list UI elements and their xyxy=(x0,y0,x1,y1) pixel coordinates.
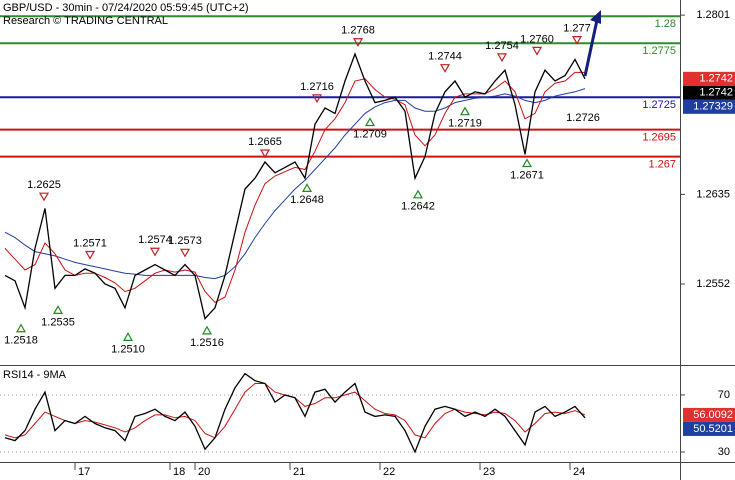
trough-marker xyxy=(521,158,533,168)
trough-label: 1.2648 xyxy=(290,194,324,206)
forecast-arrow xyxy=(583,19,599,77)
peak-label: 1.2716 xyxy=(300,81,334,93)
forecast-arrowhead xyxy=(590,10,601,24)
trough-marker xyxy=(412,189,424,199)
peak-label: 1.2571 xyxy=(73,237,107,249)
peak-marker xyxy=(259,149,271,159)
peak-marker xyxy=(149,247,161,257)
level-label: 1.267 xyxy=(648,158,676,170)
trough-marker xyxy=(364,117,376,127)
x-tick-label: 23 xyxy=(483,466,495,478)
value-tag-label: 1.2742 xyxy=(699,73,733,85)
y-tick-label: 70 xyxy=(718,389,730,401)
x-tick-label: 18 xyxy=(173,466,185,478)
level-label: 1.2775 xyxy=(642,45,676,57)
peak-label: 1.2768 xyxy=(341,25,375,37)
level-label: 1.28 xyxy=(655,18,676,30)
peak-label: 1.2573 xyxy=(168,235,202,247)
x-tick-label: 22 xyxy=(383,466,395,478)
value-tag xyxy=(683,71,735,86)
peak-label: 1.2754 xyxy=(485,40,519,52)
trough-marker xyxy=(201,325,213,335)
trough-marker xyxy=(15,323,27,333)
peak-marker xyxy=(38,192,50,202)
x-tick-label: 24 xyxy=(573,466,585,478)
value-tag-label: 1.2742 xyxy=(699,87,733,99)
chart-title: GBP/USD - 30min - 07/24/2020 05:59:45 (U… xyxy=(3,2,248,14)
peak-label: 1.2760 xyxy=(520,33,554,45)
peak-label: 1.2625 xyxy=(27,179,61,191)
trough-label: 1.2518 xyxy=(4,335,38,347)
peak-marker xyxy=(531,46,543,56)
series-line xyxy=(4,52,586,320)
x-tick-label: 20 xyxy=(198,466,210,478)
peak-marker xyxy=(84,250,96,260)
level-label: 1.2695 xyxy=(642,131,676,143)
trough-label: 1.2642 xyxy=(401,201,435,213)
trough-marker xyxy=(122,332,134,341)
value-tag xyxy=(683,407,735,422)
price-label: 1.2726 xyxy=(566,112,600,124)
y-tick-label: 1.2801 xyxy=(696,9,730,21)
y-tick-label: 1.2552 xyxy=(696,278,730,290)
chart-subtitle: Research © TRADING CENTRAL xyxy=(3,15,168,27)
peak-label: 1.277 xyxy=(563,23,591,35)
x-tick-label: 17 xyxy=(78,466,90,478)
trough-marker xyxy=(301,183,313,192)
trough-label: 1.2671 xyxy=(510,169,544,181)
y-tick-label: 30 xyxy=(718,446,730,458)
value-tag xyxy=(683,99,735,114)
peak-marker xyxy=(352,38,364,47)
value-tag xyxy=(683,85,735,100)
peak-label: 1.2665 xyxy=(248,136,282,148)
trough-marker xyxy=(52,305,64,314)
trough-label: 1.2719 xyxy=(448,118,482,130)
peak-label: 1.2744 xyxy=(428,51,462,63)
x-tick-label: 21 xyxy=(293,466,305,478)
series-line xyxy=(4,71,585,304)
value-tag-label: 50.5201 xyxy=(693,423,733,435)
trough-label: 1.2709 xyxy=(353,128,387,140)
rsi-title: RSI14 - 9MA xyxy=(3,369,67,381)
series-line xyxy=(4,88,586,280)
peak-marker xyxy=(179,248,191,258)
plot-layer: 1.2801 1.2635 1.2552 1.28 1.2775 1.2725 1.2695… xyxy=(0,9,735,478)
peak-label: 1.2574 xyxy=(138,234,172,246)
peak-marker xyxy=(571,35,583,45)
series-line xyxy=(4,372,586,454)
trough-marker xyxy=(459,106,471,116)
peak-marker xyxy=(311,94,323,104)
level-label: 1.2725 xyxy=(642,99,676,111)
trough-label: 1.2535 xyxy=(41,316,75,328)
value-tag-label: 1.27329 xyxy=(693,101,733,113)
value-tag-label: 56.0092 xyxy=(693,409,733,421)
peak-marker xyxy=(439,64,451,73)
trough-label: 1.2510 xyxy=(111,343,145,355)
y-tick-label: 1.2635 xyxy=(696,188,730,200)
trough-label: 1.2516 xyxy=(190,337,224,349)
value-tag xyxy=(683,421,735,436)
peak-marker xyxy=(496,53,508,63)
